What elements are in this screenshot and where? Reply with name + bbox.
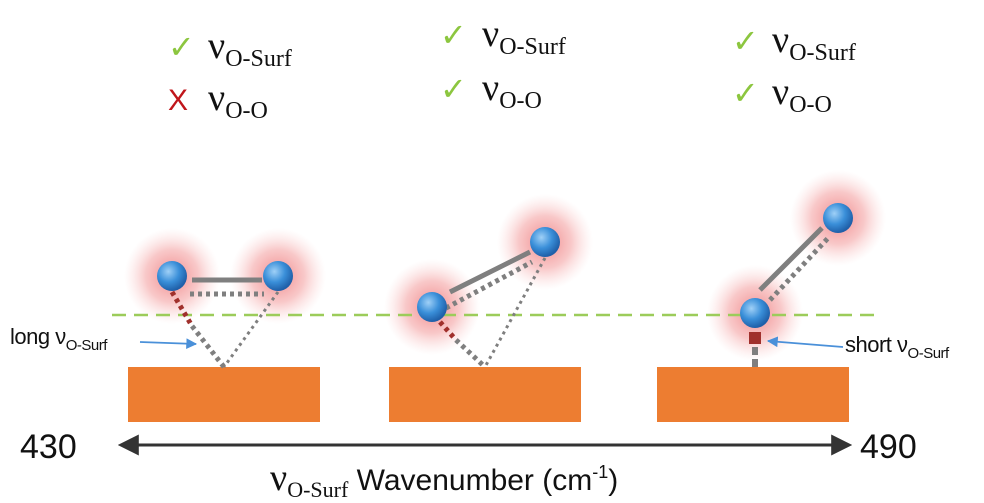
oxygen-atom — [823, 203, 853, 233]
check-icon: ✓ — [168, 28, 195, 66]
subscript: O-Surf — [789, 40, 856, 66]
check-icon: ✓ — [440, 70, 467, 108]
o-o-bond — [448, 249, 532, 295]
surface-slab-3 — [657, 367, 849, 422]
nu-symbol: ν — [772, 71, 789, 113]
long-o-surf-label: long νO-Surf — [10, 324, 108, 354]
surface-slab-1 — [128, 367, 320, 422]
pointer-arrow — [139, 338, 198, 350]
criterion-o-o-label: νO-O — [208, 77, 268, 124]
oxygen-atom — [740, 298, 770, 328]
nu-symbol: ν — [482, 67, 499, 109]
panel-1-criteria: ✓ νO-Surf X νO-O — [168, 25, 292, 124]
short-annotation: short νO-Surf — [766, 332, 951, 362]
cross-icon: X — [168, 84, 188, 117]
o-surface-vibration — [169, 290, 195, 328]
nu-symbol: ν — [772, 19, 789, 61]
subscript: O-O — [225, 98, 268, 124]
subscript: O-O — [789, 92, 832, 118]
oxygen-atom — [417, 292, 447, 322]
subscript: O-O — [499, 88, 542, 114]
surface-slab-2 — [389, 367, 581, 422]
o-o-bond-dotted — [768, 234, 832, 302]
o-o-bond-dotted — [444, 259, 534, 311]
oxygen-atom — [530, 227, 560, 257]
molecule-tilted — [417, 227, 560, 369]
o-surface-vibration — [749, 332, 761, 344]
criterion-o-o-label: νO-O — [482, 67, 542, 114]
axis-max-label: 490 — [860, 428, 917, 466]
o-surface-link — [454, 338, 487, 369]
oxygen-atom — [263, 261, 293, 291]
check-icon: ✓ — [440, 16, 467, 54]
check-icon: ✓ — [732, 22, 759, 60]
criterion-o-surf-label: νO-Surf — [482, 13, 566, 60]
panel-3-criteria: ✓ νO-Surf ✓ νO-O — [732, 19, 856, 118]
axis-min-label: 430 — [20, 428, 77, 466]
o-surface-link — [190, 324, 226, 369]
subscript: O-Surf — [225, 46, 292, 72]
short-o-surf-label: short νO-Surf — [845, 332, 950, 362]
o-o-bond — [758, 226, 824, 292]
oxygen-atom — [157, 261, 187, 291]
criterion-o-surf-label: νO-Surf — [208, 25, 292, 72]
nu-symbol: ν — [482, 13, 499, 55]
nu-symbol: ν — [208, 77, 225, 119]
o-surface-link — [222, 291, 280, 368]
wavenumber-axis: 430 490 νO-Surf Wavenumber (cm-1) — [20, 428, 917, 502]
criterion-o-o-label: νO-O — [772, 71, 832, 118]
axis-title: νO-Surf Wavenumber (cm-1) — [270, 457, 618, 502]
subscript: O-Surf — [499, 34, 566, 60]
nu-symbol: ν — [208, 25, 225, 67]
long-annotation: long νO-Surf — [10, 324, 198, 354]
criterion-o-surf-label: νO-Surf — [772, 19, 856, 66]
panel-2-criteria: ✓ νO-Surf ✓ νO-O — [440, 13, 566, 114]
molecule-flat — [157, 261, 293, 369]
pointer-arrow — [766, 336, 844, 348]
check-icon: ✓ — [732, 74, 759, 112]
molecule-upright — [740, 203, 853, 367]
